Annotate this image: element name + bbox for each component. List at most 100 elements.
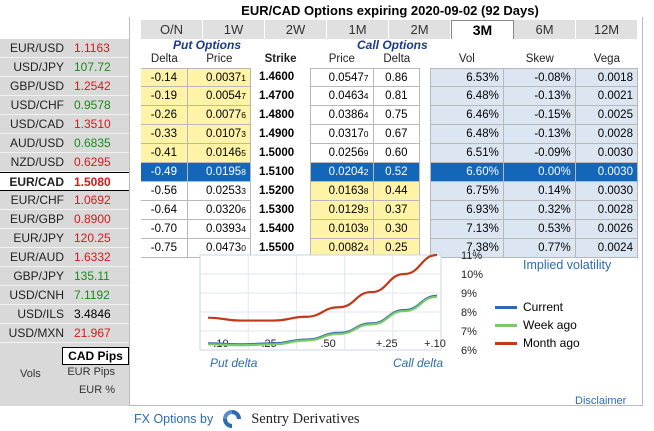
- table-row[interactable]: -0.49 0.01958 1.5100 0.02042 0.52 6.60% 0.00% 0…: [141, 163, 638, 182]
- vols-label[interactable]: Vols: [20, 368, 41, 380]
- call-delta-cell: 0.75: [373, 106, 421, 125]
- call-delta-cell: 0.67: [373, 125, 421, 144]
- table-row[interactable]: -0.19 0.00547 1.4700 0.04634 0.81 6.48% -0.13%…: [141, 87, 638, 106]
- pair-rate: 1.1163: [74, 41, 110, 55]
- currency-pair-usd-jpy[interactable]: USD/JPY 107.72: [0, 58, 129, 77]
- unit-option-eur-pct[interactable]: EUR %: [78, 384, 115, 396]
- skew-cell: -0.09%: [503, 144, 576, 163]
- table-row[interactable]: -0.75 0.04730 1.5500 0.00824 0.25 7.38% 0.77% 0…: [141, 239, 638, 258]
- vega-cell: 0.0028: [575, 201, 638, 220]
- table-row[interactable]: -0.14 0.00371 1.4600 0.05477 0.86 6.53% -0.08%…: [141, 68, 638, 87]
- pair-rate: 107.72: [74, 60, 111, 74]
- legend-week-ago[interactable]: Week ago: [495, 318, 625, 332]
- unit-option-selected[interactable]: CAD Pips: [62, 347, 129, 365]
- vol-cell: 7.38%: [429, 239, 504, 258]
- tab-1w[interactable]: 1W: [203, 20, 265, 39]
- legend-current[interactable]: Current: [495, 300, 625, 314]
- put-price-cell: 0.02533: [187, 182, 251, 201]
- currency-pair-nzd-usd[interactable]: NZD/USD 0.6295: [0, 153, 129, 172]
- table-row[interactable]: -0.70 0.03934 1.5400 0.01039 0.30 7.13% 0.53% 0…: [141, 220, 638, 239]
- table-row[interactable]: -0.56 0.02533 1.5200 0.01638 0.44 6.75% 0.14% 0…: [141, 182, 638, 201]
- disclaimer-link[interactable]: Disclaimer: [575, 395, 627, 407]
- vol-cell: 6.53%: [429, 68, 504, 87]
- x-tick-label: +.25: [376, 338, 398, 350]
- pair-name: USD/JPY: [13, 60, 64, 74]
- unit-option-eur-pips[interactable]: EUR Pips: [67, 366, 115, 378]
- currency-pair-eur-chf[interactable]: EUR/CHF 1.0692: [0, 191, 129, 210]
- table-row[interactable]: -0.64 0.03206 1.5300 0.01293 0.37 6.93% 0.32% 0…: [141, 201, 638, 220]
- skew-cell: 0.32%: [503, 201, 576, 220]
- currency-pair-usd-mxn[interactable]: USD/MXN 21.967: [0, 324, 129, 343]
- call-price-cell: 0.04634: [310, 87, 374, 106]
- sentry-logo-icon: [223, 410, 242, 428]
- currency-pair-usd-ils[interactable]: USD/ILS 3.4846: [0, 305, 129, 324]
- table-row[interactable]: -0.41 0.01465 1.5000 0.02569 0.60 6.51% -0.09%…: [141, 144, 638, 163]
- put-price-cell: 0.00547: [187, 87, 251, 106]
- pair-name: EUR/CHF: [10, 193, 64, 207]
- tab-2w[interactable]: 2W: [265, 20, 327, 39]
- pair-name: NZD/USD: [10, 155, 64, 169]
- put-delta-cell: -0.56: [141, 182, 188, 201]
- pair-name: USD/ILS: [17, 307, 64, 321]
- table-row[interactable]: -0.33 0.01073 1.4900 0.03170 0.67 6.48% -0.13%…: [141, 125, 638, 144]
- put-price-cell: 0.01073: [187, 125, 251, 144]
- pair-rate: 0.6295: [74, 155, 111, 169]
- legend-month-ago[interactable]: Month ago: [495, 336, 625, 350]
- y-tick-label: 10%: [461, 269, 483, 281]
- table-row[interactable]: -0.26 0.00776 1.4800 0.03864 0.75 6.46% -0.15%…: [141, 106, 638, 125]
- currency-pair-usd-chf[interactable]: USD/CHF 0.9578: [0, 96, 129, 115]
- pair-name: USD/CNH: [9, 288, 64, 302]
- strike-cell: 1.5000: [258, 147, 295, 159]
- currency-pair-usd-cnh[interactable]: USD/CNH 7.1192: [0, 286, 129, 305]
- currency-pair-aud-usd[interactable]: AUD/USD 0.6835: [0, 134, 129, 153]
- tab-on[interactable]: O/N: [141, 20, 203, 39]
- call-delta-cell: 0.37: [373, 201, 421, 220]
- pair-rate: 1.3510: [74, 117, 111, 131]
- pair-name: GBP/USD: [9, 79, 64, 93]
- tab-12m[interactable]: 12M: [576, 20, 638, 39]
- put-delta-cell: -0.26: [141, 106, 188, 125]
- pair-name: EUR/GBP: [9, 212, 64, 226]
- options-table: Delta Price Strike Price Delta Vol Skew …: [141, 53, 638, 258]
- tab-6m[interactable]: 6M: [514, 20, 576, 39]
- pair-rate: 1.5080: [74, 174, 111, 189]
- tab-3m[interactable]: 3M: [451, 20, 514, 39]
- currency-pair-eur-aud[interactable]: EUR/AUD 1.6332: [0, 248, 129, 267]
- skew-cell: 0.00%: [503, 163, 576, 182]
- vol-cell: 6.51%: [429, 144, 504, 163]
- pair-name: AUD/USD: [9, 136, 64, 150]
- currency-pair-eur-usd[interactable]: EUR/USD 1.1163: [0, 39, 129, 58]
- currency-pair-list: EUR/USD 1.1163 USD/JPY 107.72 GBP/USD 1.2542 U…: [0, 39, 129, 381]
- call-price-cell: 0.03864: [310, 106, 374, 125]
- pair-name: EUR/CAD: [9, 174, 64, 189]
- currency-pair-gbp-jpy[interactable]: GBP/JPY 135.11: [0, 267, 129, 286]
- strike-cell: 1.4800: [258, 109, 295, 121]
- pair-name: USD/CHF: [10, 98, 64, 112]
- skew-cell: 0.14%: [503, 182, 576, 201]
- legend-week-swatch: [495, 324, 517, 328]
- pair-name: USD/CAD: [9, 117, 64, 131]
- header-vega: Vega: [593, 53, 620, 65]
- put-price-cell: 0.03934: [187, 220, 251, 239]
- vega-cell: 0.0018: [575, 68, 638, 87]
- currency-pair-gbp-usd[interactable]: GBP/USD 1.2542: [0, 77, 129, 96]
- strike-cell: 1.5500: [258, 242, 295, 254]
- pair-rate: 1.6332: [74, 250, 111, 264]
- pair-name: GBP/JPY: [13, 269, 64, 283]
- footer-brand: Sentry Derivatives: [251, 410, 360, 427]
- call-delta-cell: 0.86: [373, 68, 421, 87]
- currency-pair-eur-gbp[interactable]: EUR/GBP 0.8900: [0, 210, 129, 229]
- tab-1m[interactable]: 1M: [327, 20, 389, 39]
- vega-cell: 0.0021: [575, 87, 638, 106]
- pair-name: EUR/USD: [9, 41, 64, 55]
- currency-pair-usd-cad[interactable]: USD/CAD 1.3510: [0, 115, 129, 134]
- x-tick-label: .50: [321, 338, 336, 350]
- currency-pair-eur-cad[interactable]: EUR/CAD 1.5080: [0, 172, 129, 191]
- currency-pair-eur-jpy[interactable]: EUR/JPY 120.25: [0, 229, 129, 248]
- put-delta-cell: -0.33: [141, 125, 188, 144]
- call-delta-cell: 0.44: [373, 182, 421, 201]
- footer[interactable]: FX Options by Sentry Derivatives: [134, 407, 360, 431]
- tab-2m[interactable]: 2M: [389, 20, 451, 39]
- call-price-cell: 0.01638: [310, 182, 374, 201]
- vega-cell: 0.0026: [575, 220, 638, 239]
